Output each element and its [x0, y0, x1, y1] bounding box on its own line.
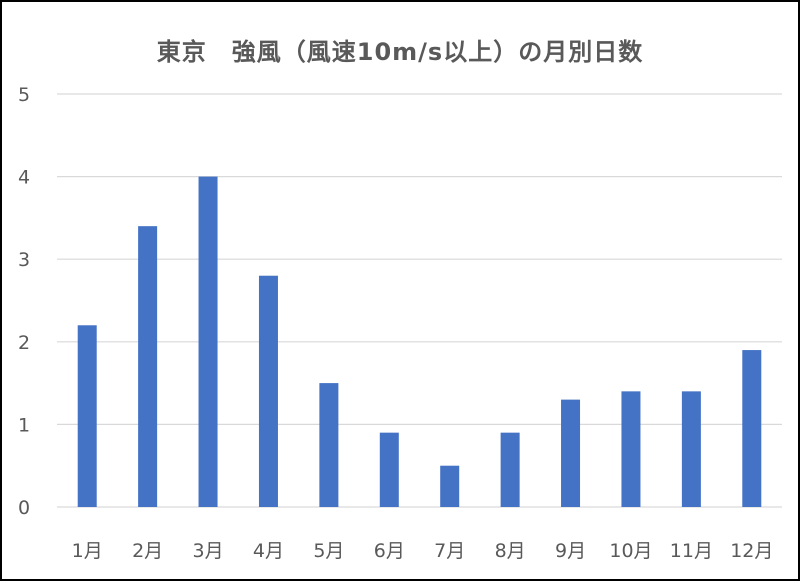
y-tick-label: 4 — [18, 167, 30, 189]
bar — [561, 399, 581, 507]
bar — [681, 391, 701, 507]
x-tick-label: 3月 — [192, 540, 223, 562]
x-tick-label: 12月 — [730, 540, 773, 562]
bar — [198, 176, 218, 507]
bar — [258, 275, 278, 507]
bar — [138, 226, 158, 507]
bar — [319, 383, 339, 507]
bar — [440, 465, 460, 507]
x-tick-label: 9月 — [555, 540, 586, 562]
bar — [77, 325, 97, 507]
y-tick-label: 1 — [18, 414, 30, 436]
x-tick-label: 6月 — [374, 540, 405, 562]
x-tick-label: 5月 — [313, 540, 344, 562]
chart-title: 東京 強風（風速10m/s以上）の月別日数 — [156, 38, 644, 66]
x-tick-label: 1月 — [72, 540, 103, 562]
y-tick-label: 0 — [18, 497, 30, 519]
x-tick-label: 10月 — [609, 540, 652, 562]
x-tick-label: 7月 — [434, 540, 465, 562]
y-tick-label: 5 — [18, 84, 30, 106]
y-tick-label: 3 — [18, 249, 30, 271]
y-tick-label: 2 — [18, 332, 30, 354]
x-tick-label: 8月 — [495, 540, 526, 562]
bar — [379, 432, 399, 507]
x-tick-label: 2月 — [132, 540, 163, 562]
bar — [500, 432, 520, 507]
bar — [621, 391, 641, 507]
x-tick-label: 11月 — [670, 540, 713, 562]
bar — [742, 350, 762, 507]
x-tick-label: 4月 — [253, 540, 284, 562]
